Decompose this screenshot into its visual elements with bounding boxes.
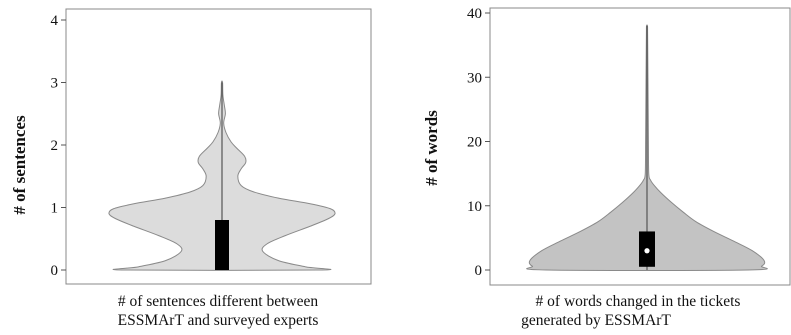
left-y-tick-label: 1	[51, 201, 59, 217]
left-box	[215, 220, 229, 270]
right-y-axis-title: # of words	[422, 110, 441, 186]
left-plot-frame	[65, 8, 372, 285]
left-y-tick-label: 2	[51, 138, 59, 154]
right-plot-frame	[489, 7, 791, 286]
left-y-axis-title: # of sentences	[10, 115, 29, 215]
right-y-axis: 0 10 20 30 40	[467, 6, 490, 279]
left-y-tick-label: 4	[51, 13, 59, 29]
right-median-dot	[644, 248, 650, 254]
right-panel: 0 10 20 30 40 # of words # of words changed …	[422, 6, 791, 329]
left-panel: 0 1 2 3 4 # of sentences # of sentences diff…	[10, 8, 372, 329]
right-y-tick-label: 30	[467, 70, 482, 86]
right-x-axis-label-line1: # of words changed in the tickets	[536, 293, 741, 310]
right-y-tick-label: 40	[467, 6, 482, 22]
left-y-tick-label: 3	[51, 76, 59, 92]
left-x-axis-label-line2: ESSMArT and surveyed experts	[118, 312, 319, 329]
right-y-tick-label: 20	[467, 135, 482, 151]
right-x-axis-label-line2: generated by ESSMArT	[521, 312, 671, 329]
left-x-axis-label-line1: # of sentences different between	[118, 293, 319, 310]
right-y-tick-label: 10	[467, 199, 482, 215]
right-y-tick-label: 0	[475, 263, 483, 279]
left-y-tick-label: 0	[51, 263, 59, 279]
left-y-axis: 0 1 2 3 4	[51, 13, 66, 279]
